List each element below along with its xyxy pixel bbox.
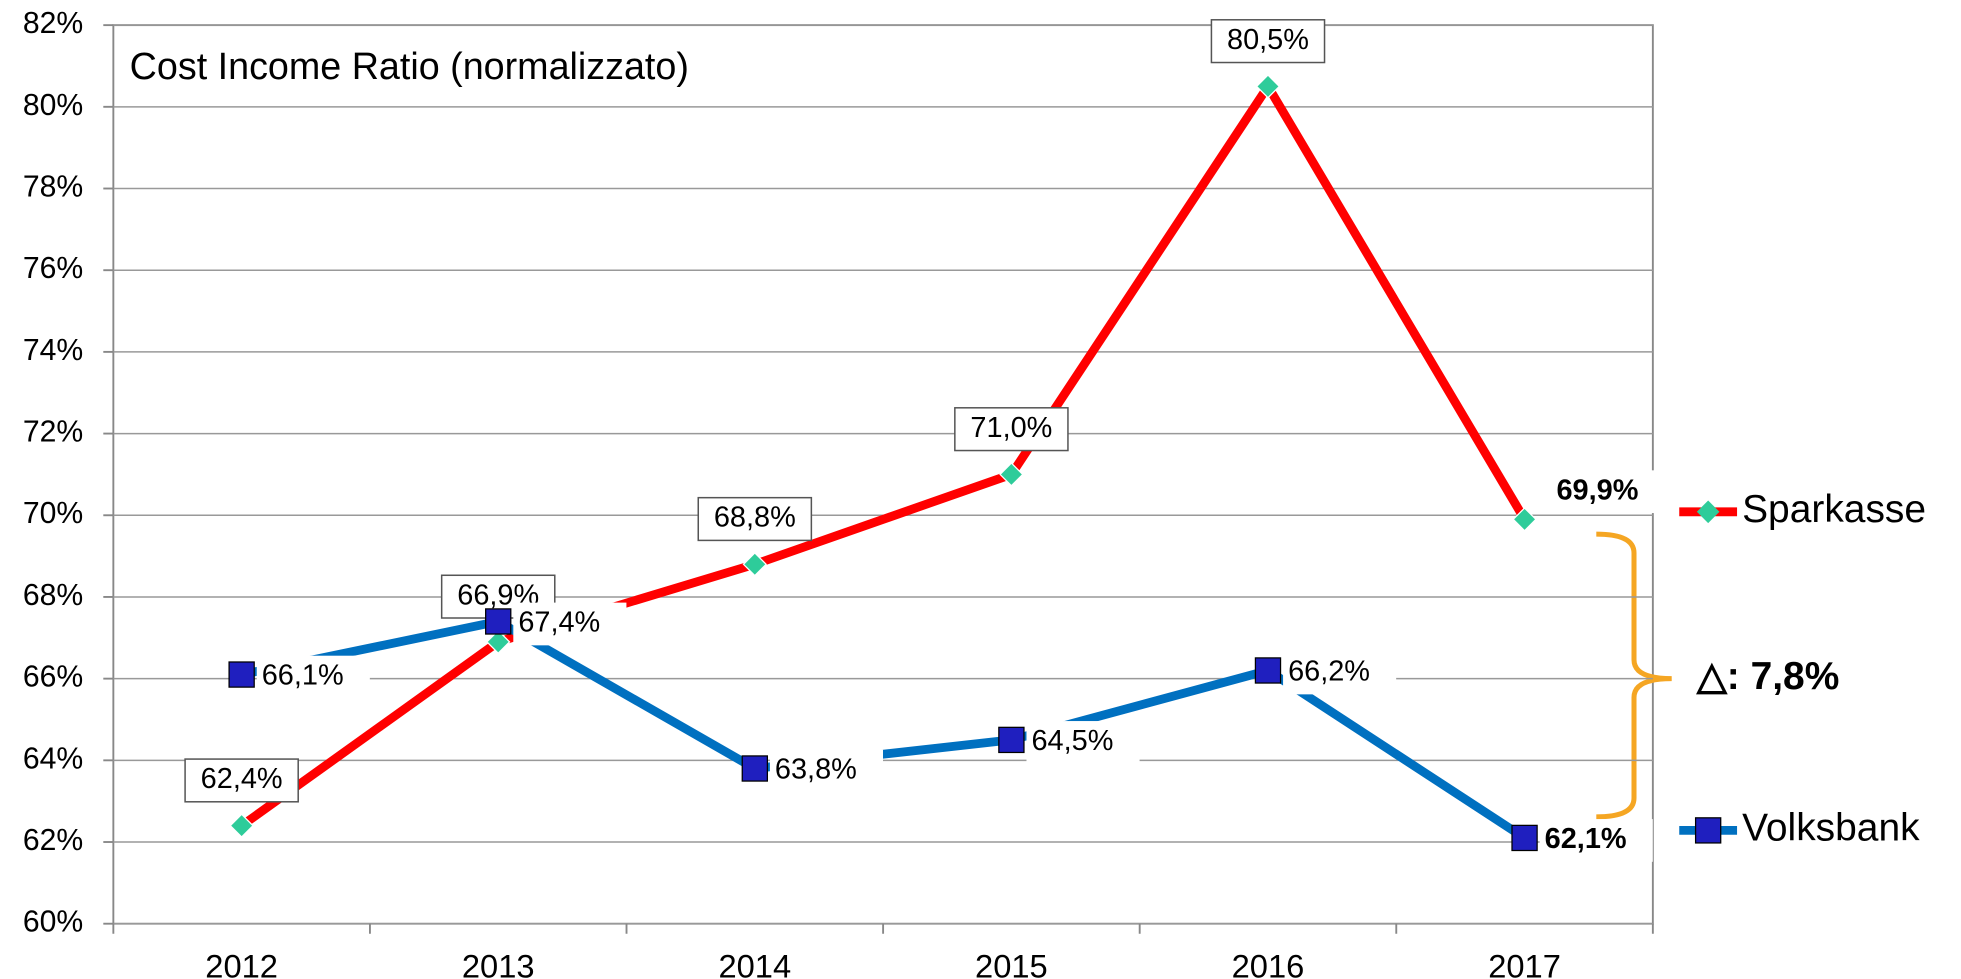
y-tick-label: 68% — [23, 579, 83, 612]
label-box — [1540, 470, 1655, 514]
data-label: 62,4% — [201, 763, 283, 795]
marker — [999, 462, 1024, 487]
label-box — [256, 655, 370, 699]
y-tick-label: 66% — [23, 661, 83, 694]
y-tick-label: 60% — [23, 906, 83, 939]
y-tick-label: 74% — [23, 334, 83, 367]
brace — [1596, 531, 1672, 820]
label-box — [769, 749, 883, 793]
label-box — [184, 758, 299, 803]
legend-label: Volksbank — [1742, 807, 1920, 850]
x-tick-label: 2015 — [975, 948, 1048, 979]
marker — [998, 726, 1025, 754]
x-tick-label: 2014 — [718, 948, 791, 979]
x-tick-label: 2013 — [462, 948, 535, 979]
x-tick-label: 2012 — [205, 948, 278, 979]
marker — [1254, 657, 1282, 684]
data-label: 63,8% — [775, 754, 857, 786]
data-label: 69,9% — [1556, 474, 1638, 506]
marker — [1255, 74, 1281, 99]
y-tick-label: 70% — [23, 497, 83, 530]
x-tick-label: 2017 — [1488, 948, 1561, 979]
plot-frame — [112, 24, 1654, 925]
label-box — [954, 407, 1069, 452]
data-label: 68,8% — [714, 502, 796, 534]
y-tick-label: 62% — [23, 824, 83, 857]
data-label: 64,5% — [1032, 725, 1114, 757]
label-box — [697, 496, 813, 542]
marker — [229, 813, 254, 838]
legend-label: Sparkasse — [1742, 488, 1926, 531]
data-label: 67,4% — [518, 607, 600, 639]
data-label: 62,1% — [1545, 823, 1627, 855]
marker — [228, 661, 255, 688]
marker — [1512, 507, 1537, 532]
data-label: 66,1% — [262, 660, 344, 692]
legend-marker — [1694, 817, 1722, 844]
y-tick-label: 80% — [23, 89, 83, 122]
y-tick-label: 76% — [23, 252, 83, 285]
y-tick-label: 72% — [23, 416, 83, 449]
delta-annotation: △: 7,8% — [1696, 655, 1839, 698]
marker — [486, 629, 511, 655]
marker — [742, 552, 768, 577]
legend-marker — [1696, 500, 1720, 524]
chart-title: Cost Income Ratio (normalizzato) — [130, 45, 689, 87]
marker — [485, 608, 512, 635]
data-label: 66,2% — [1288, 656, 1370, 688]
label-box — [1026, 721, 1140, 764]
y-tick-label: 82% — [23, 7, 83, 40]
data-label: 71,0% — [970, 412, 1052, 444]
x-tick-label: 2016 — [1232, 948, 1305, 979]
marker — [1511, 824, 1538, 852]
data-label: 80,5% — [1227, 24, 1309, 56]
marker — [741, 755, 769, 782]
series-line — [239, 82, 1529, 830]
label-box — [1210, 19, 1326, 64]
y-tick-label: 78% — [23, 170, 83, 203]
series-line — [240, 617, 1527, 842]
label-box — [1283, 651, 1397, 695]
label-box — [513, 602, 627, 646]
y-tick-label: 64% — [23, 742, 83, 775]
label-box — [1539, 819, 1653, 862]
